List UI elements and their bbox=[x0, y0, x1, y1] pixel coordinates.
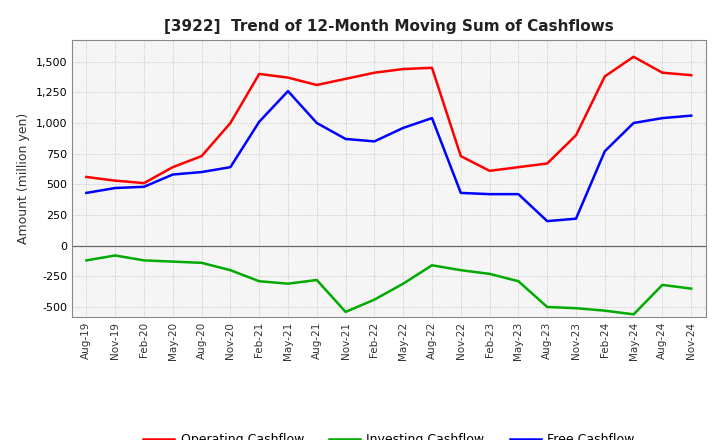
Operating Cashflow bbox=[168, 165, 177, 170]
Free Cashflow bbox=[226, 165, 235, 170]
Free Cashflow bbox=[485, 191, 494, 197]
Operating Cashflow bbox=[543, 161, 552, 166]
Operating Cashflow bbox=[312, 82, 321, 88]
Investing Cashflow bbox=[255, 279, 264, 284]
Free Cashflow bbox=[312, 121, 321, 126]
Free Cashflow bbox=[255, 119, 264, 125]
Free Cashflow bbox=[658, 115, 667, 121]
Investing Cashflow bbox=[111, 253, 120, 258]
Investing Cashflow bbox=[543, 304, 552, 310]
Operating Cashflow bbox=[140, 180, 148, 186]
Investing Cashflow bbox=[370, 297, 379, 302]
Investing Cashflow bbox=[399, 281, 408, 286]
Y-axis label: Amount (million yen): Amount (million yen) bbox=[17, 113, 30, 244]
Investing Cashflow bbox=[600, 308, 609, 313]
Operating Cashflow bbox=[255, 71, 264, 77]
Investing Cashflow bbox=[140, 258, 148, 263]
Operating Cashflow bbox=[428, 65, 436, 70]
Investing Cashflow bbox=[341, 309, 350, 315]
Free Cashflow bbox=[572, 216, 580, 221]
Investing Cashflow bbox=[687, 286, 696, 291]
Free Cashflow bbox=[687, 113, 696, 118]
Free Cashflow bbox=[284, 88, 292, 94]
Free Cashflow bbox=[629, 121, 638, 126]
Investing Cashflow bbox=[572, 305, 580, 311]
Operating Cashflow bbox=[284, 75, 292, 80]
Operating Cashflow bbox=[197, 154, 206, 159]
Operating Cashflow bbox=[456, 154, 465, 159]
Investing Cashflow bbox=[226, 268, 235, 273]
Free Cashflow bbox=[111, 185, 120, 191]
Operating Cashflow bbox=[514, 165, 523, 170]
Investing Cashflow bbox=[312, 277, 321, 282]
Operating Cashflow bbox=[111, 178, 120, 183]
Operating Cashflow bbox=[629, 54, 638, 59]
Free Cashflow bbox=[399, 125, 408, 131]
Operating Cashflow bbox=[600, 74, 609, 79]
Title: [3922]  Trend of 12-Month Moving Sum of Cashflows: [3922] Trend of 12-Month Moving Sum of C… bbox=[164, 19, 613, 34]
Investing Cashflow bbox=[168, 259, 177, 264]
Operating Cashflow bbox=[82, 174, 91, 180]
Free Cashflow bbox=[428, 115, 436, 121]
Operating Cashflow bbox=[485, 168, 494, 173]
Investing Cashflow bbox=[629, 312, 638, 317]
Free Cashflow bbox=[341, 136, 350, 142]
Free Cashflow bbox=[370, 139, 379, 144]
Operating Cashflow bbox=[658, 70, 667, 75]
Operating Cashflow bbox=[687, 73, 696, 78]
Free Cashflow bbox=[456, 190, 465, 195]
Free Cashflow bbox=[197, 169, 206, 175]
Operating Cashflow bbox=[341, 76, 350, 81]
Line: Free Cashflow: Free Cashflow bbox=[86, 91, 691, 221]
Investing Cashflow bbox=[82, 258, 91, 263]
Free Cashflow bbox=[600, 149, 609, 154]
Free Cashflow bbox=[168, 172, 177, 177]
Line: Investing Cashflow: Investing Cashflow bbox=[86, 256, 691, 314]
Free Cashflow bbox=[140, 184, 148, 190]
Investing Cashflow bbox=[284, 281, 292, 286]
Investing Cashflow bbox=[428, 263, 436, 268]
Operating Cashflow bbox=[572, 132, 580, 138]
Line: Operating Cashflow: Operating Cashflow bbox=[86, 57, 691, 183]
Investing Cashflow bbox=[485, 271, 494, 276]
Investing Cashflow bbox=[197, 260, 206, 265]
Free Cashflow bbox=[82, 190, 91, 195]
Investing Cashflow bbox=[456, 268, 465, 273]
Free Cashflow bbox=[514, 191, 523, 197]
Operating Cashflow bbox=[370, 70, 379, 75]
Free Cashflow bbox=[543, 219, 552, 224]
Investing Cashflow bbox=[514, 279, 523, 284]
Legend: Operating Cashflow, Investing Cashflow, Free Cashflow: Operating Cashflow, Investing Cashflow, … bbox=[138, 429, 639, 440]
Operating Cashflow bbox=[399, 66, 408, 72]
Operating Cashflow bbox=[226, 121, 235, 126]
Investing Cashflow bbox=[658, 282, 667, 288]
